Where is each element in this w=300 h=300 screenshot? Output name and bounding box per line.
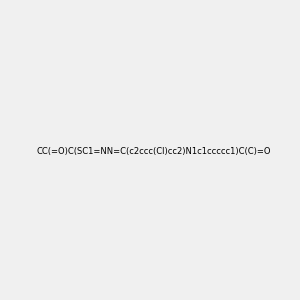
Text: CC(=O)C(SC1=NN=C(c2ccc(Cl)cc2)N1c1ccccc1)C(C)=O: CC(=O)C(SC1=NN=C(c2ccc(Cl)cc2)N1c1ccccc1… — [37, 147, 271, 156]
